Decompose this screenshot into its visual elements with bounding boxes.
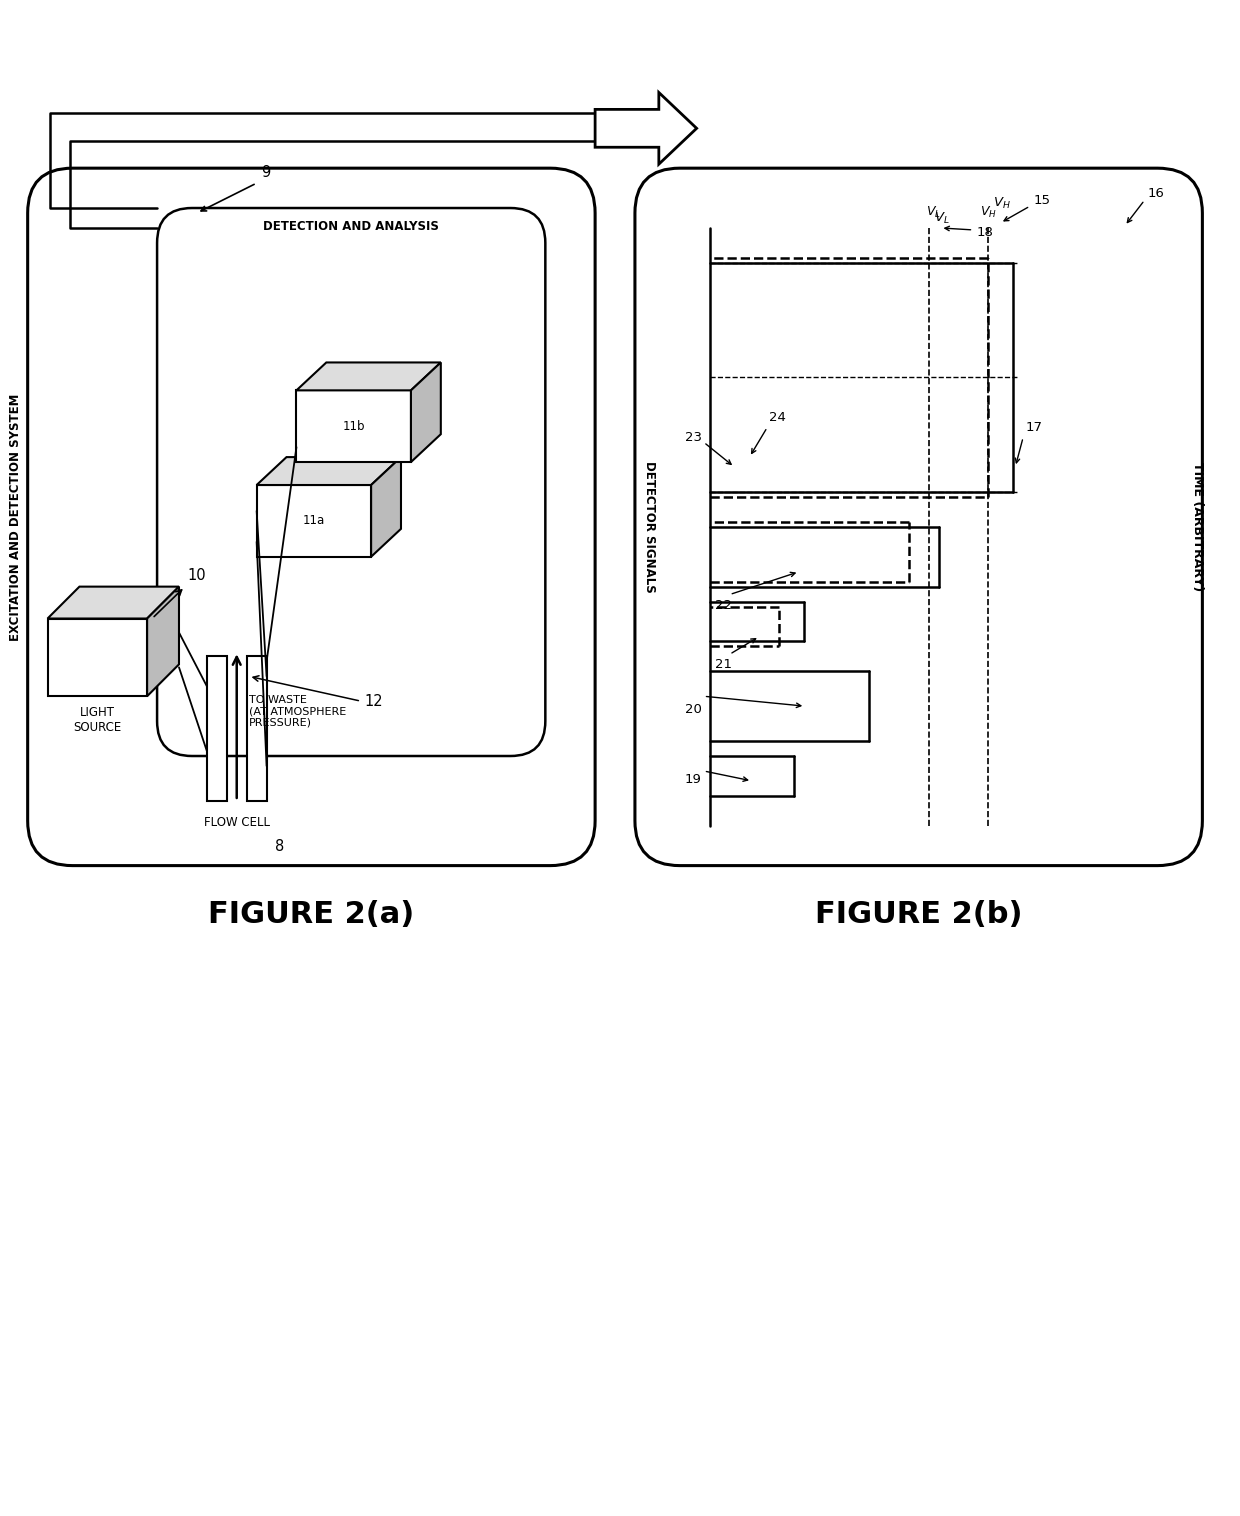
FancyBboxPatch shape [27,168,595,866]
Text: 16: 16 [1148,186,1164,200]
FancyArrow shape [595,92,697,164]
Text: FIGURE 2(b): FIGURE 2(b) [815,901,1023,929]
Text: FLOW CELL: FLOW CELL [203,816,270,829]
Text: 19: 19 [684,773,702,785]
Polygon shape [296,362,440,390]
Text: 12: 12 [365,694,383,708]
Text: 10: 10 [187,567,206,582]
Text: TO WASTE
(AT ATMOSPHERE
PRESSURE): TO WASTE (AT ATMOSPHERE PRESSURE) [249,694,346,728]
Text: DETECTION AND ANALYSIS: DETECTION AND ANALYSIS [263,220,439,233]
Polygon shape [47,619,148,696]
Text: 24: 24 [769,411,786,424]
Text: LIGHT
SOURCE: LIGHT SOURCE [73,706,122,734]
Polygon shape [371,458,401,556]
Text: 23: 23 [684,431,702,444]
Polygon shape [47,587,179,619]
FancyBboxPatch shape [157,208,546,756]
Text: 9: 9 [262,165,270,180]
Text: 22: 22 [714,599,732,611]
Polygon shape [148,587,179,696]
Text: EXCITATION AND DETECTION SYSTEM: EXCITATION AND DETECTION SYSTEM [9,393,22,641]
Polygon shape [257,458,401,485]
Text: TIME (ARBITRARY): TIME (ARBITRARY) [1190,462,1204,591]
Text: DETECTOR SIGNALS: DETECTOR SIGNALS [644,461,656,593]
Text: $V_L$: $V_L$ [934,211,950,226]
Text: $V_H$: $V_H$ [993,196,1011,211]
Polygon shape [296,390,410,462]
Text: $V_H$: $V_H$ [980,205,997,220]
Text: 15: 15 [1033,194,1050,206]
Text: FIGURE 2(a): FIGURE 2(a) [208,901,414,929]
Bar [247,656,267,800]
Text: 17: 17 [1025,421,1042,434]
Text: 11a: 11a [303,514,325,528]
Polygon shape [257,485,371,556]
Text: 11b: 11b [342,420,365,432]
Text: 21: 21 [714,658,732,672]
Text: 20: 20 [684,703,702,716]
Text: $V_L$: $V_L$ [926,205,941,220]
FancyBboxPatch shape [635,168,1203,866]
Polygon shape [410,362,440,462]
Text: 8: 8 [274,838,284,854]
Text: 18: 18 [976,226,993,240]
Bar [207,656,227,800]
